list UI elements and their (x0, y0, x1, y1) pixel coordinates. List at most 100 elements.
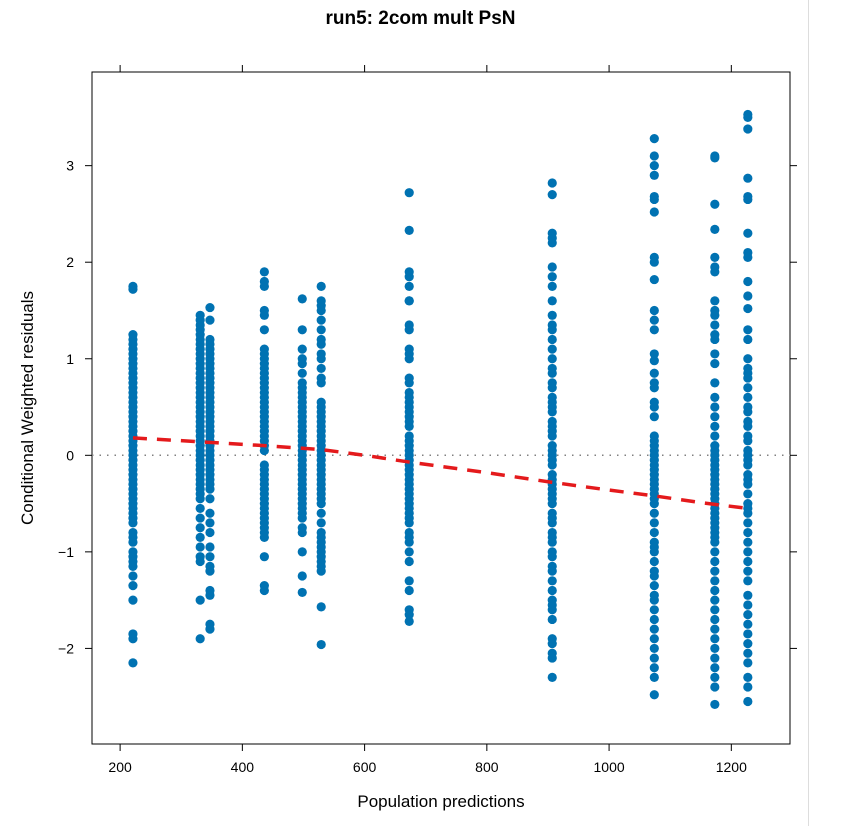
data-point (195, 532, 205, 542)
data-point (316, 339, 326, 349)
data-point (649, 315, 659, 325)
data-point (743, 682, 753, 692)
data-point (710, 334, 720, 345)
data-point (649, 690, 659, 700)
data-point (205, 315, 215, 325)
data-point (743, 600, 753, 610)
data-point (710, 585, 720, 596)
data-point (547, 537, 557, 547)
data-point (710, 614, 720, 625)
data-point (710, 682, 720, 692)
data-point (710, 310, 720, 320)
smooth-trend-line (132, 436, 749, 511)
data-point (205, 527, 215, 538)
y-tick-label: 0 (66, 447, 74, 463)
data-point (743, 194, 753, 205)
data-point (205, 518, 215, 528)
data-point (316, 325, 326, 335)
data-point (547, 344, 557, 354)
data-point (649, 605, 659, 615)
x-tick-label: 800 (475, 759, 499, 775)
data-point (316, 602, 326, 612)
data-point (297, 513, 307, 523)
data-point (297, 368, 307, 378)
data-point (128, 595, 138, 605)
data-point (710, 421, 720, 431)
data-point (710, 556, 720, 567)
data-point (128, 284, 138, 294)
data-point (743, 436, 753, 446)
data-point (649, 527, 659, 538)
data-point (547, 614, 557, 625)
data-point (547, 334, 557, 345)
data-point (743, 460, 753, 470)
data-point (297, 587, 307, 598)
data-point (316, 315, 326, 325)
data-point (259, 445, 269, 456)
data-point (547, 431, 557, 441)
data-point (547, 638, 557, 649)
data-point (649, 595, 659, 605)
data-point (128, 571, 138, 581)
data-point (649, 614, 659, 625)
data-point (743, 658, 753, 668)
data-point (205, 552, 215, 562)
data-point (649, 518, 659, 528)
data-point (195, 503, 205, 514)
data-point (404, 188, 414, 198)
data-point (128, 537, 138, 547)
data-point (205, 542, 215, 552)
data-point (710, 153, 720, 163)
data-point (743, 556, 753, 567)
data-point (547, 296, 557, 306)
data-point (547, 238, 557, 248)
data-point (547, 407, 557, 417)
data-point (743, 112, 753, 122)
data-point (297, 294, 307, 304)
data-point (710, 199, 720, 209)
data-point (404, 378, 414, 388)
data-point (743, 373, 753, 383)
data-point (743, 610, 753, 620)
data-point (404, 354, 414, 364)
data-point (128, 658, 138, 668)
data-point (743, 252, 753, 262)
data-point (547, 498, 557, 509)
data-point (259, 552, 269, 562)
data-point (710, 634, 720, 644)
data-point (743, 696, 753, 707)
data-point (195, 494, 205, 504)
data-point (195, 542, 205, 552)
data-point (743, 619, 753, 629)
data-point (710, 605, 720, 615)
data-point (649, 643, 659, 654)
data-point (710, 653, 720, 663)
data-point (710, 595, 720, 605)
data-point (195, 595, 205, 605)
data-point (743, 479, 753, 489)
data-point (404, 325, 414, 335)
data-point (710, 296, 720, 306)
data-point (205, 566, 215, 576)
data-point (743, 228, 753, 238)
data-point (743, 672, 753, 682)
data-point (743, 629, 753, 639)
chart-title: run5: 2com mult PsN (325, 8, 516, 29)
data-point (404, 616, 414, 626)
data-point (743, 489, 753, 499)
data-point (710, 672, 720, 682)
data-point (649, 624, 659, 634)
data-point (205, 302, 215, 313)
y-tick-label: 1 (66, 351, 74, 367)
plot-frame (91, 71, 791, 745)
data-point (743, 173, 753, 183)
data-point (710, 624, 720, 634)
data-point (259, 532, 269, 542)
data-point (547, 281, 557, 291)
data-point (547, 653, 557, 663)
data-point (743, 537, 753, 547)
x-tick-label: 1000 (594, 759, 625, 775)
data-point (743, 354, 753, 364)
data-point (547, 325, 557, 335)
x-axis-label: Population predictions (357, 792, 525, 811)
